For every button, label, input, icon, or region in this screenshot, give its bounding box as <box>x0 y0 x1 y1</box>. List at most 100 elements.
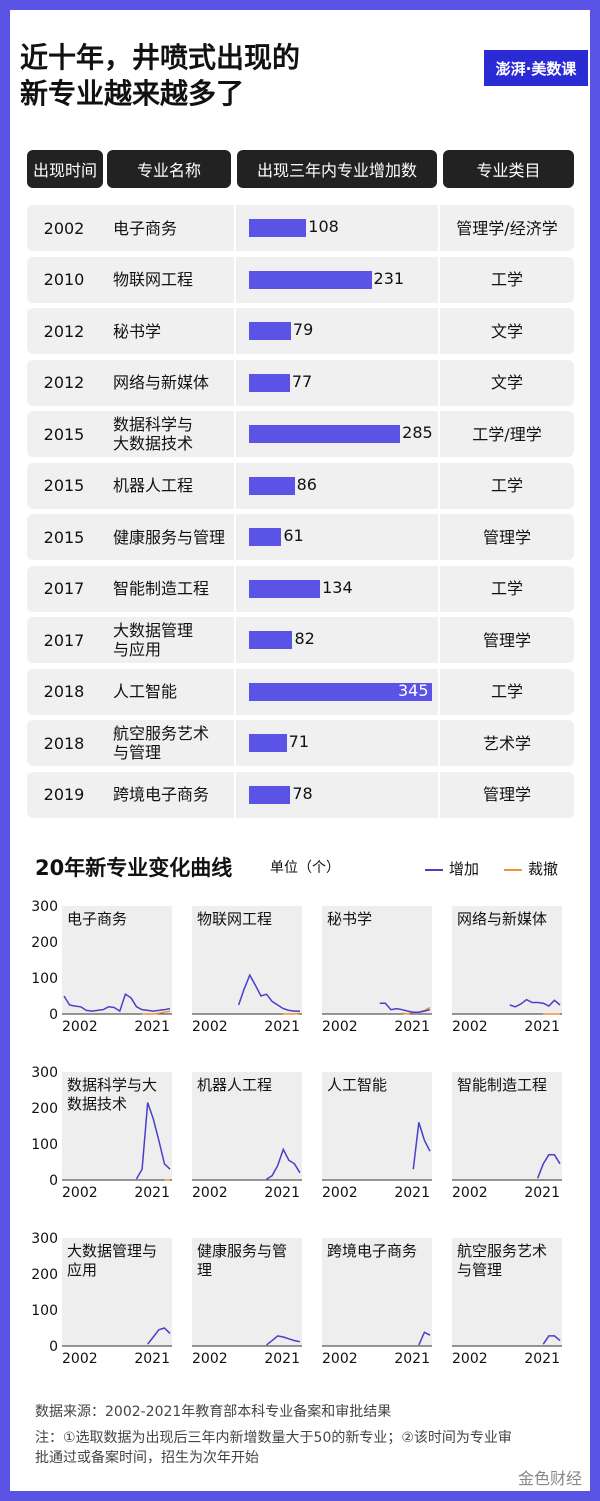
y-tick-label: 100 <box>31 971 58 987</box>
table-row: 2010 物联网工程 231 工学 <box>27 256 574 303</box>
row-separator <box>234 617 236 663</box>
row-name-line1: 网络与新媒体 <box>113 373 210 392</box>
count-bar <box>249 785 291 804</box>
row-year: 2017 <box>43 579 85 598</box>
row-major-name: 机器人工程 <box>113 463 238 509</box>
row-category: 管理学 <box>482 785 531 804</box>
panel-background <box>192 1072 302 1180</box>
x-tick-label: 2021 <box>264 1185 300 1201</box>
row-name-line1: 物联网工程 <box>113 270 194 289</box>
panel-background <box>62 906 172 1014</box>
watermark: 金色财经 <box>517 1469 582 1488</box>
row-separator <box>438 514 440 560</box>
y-tick-label: 200 <box>31 935 58 951</box>
series-add-line <box>63 993 171 1013</box>
series-add-line <box>266 1335 301 1346</box>
panel-background <box>452 1238 562 1346</box>
y-tick-label: 0 <box>49 1339 58 1355</box>
panel-title: 智能制造工程 <box>457 1076 547 1094</box>
x-tick-label: 2002 <box>452 1351 488 1367</box>
count-bar <box>249 270 372 289</box>
row-name-line1: 数据科学与 <box>113 415 194 434</box>
panel-title: 电子商务 <box>67 910 127 928</box>
series-add-line <box>542 1335 561 1345</box>
legend-remove-swatch <box>504 869 522 871</box>
x-tick-label: 2002 <box>452 1019 488 1035</box>
row-major-name: 跨境电子商务 <box>113 772 238 818</box>
series-add-line <box>536 1154 561 1179</box>
count-bar <box>249 682 432 701</box>
table-row: 2012 秘书学 79 文学 <box>27 308 574 354</box>
x-tick-label: 2002 <box>192 1185 228 1201</box>
row-separator <box>438 720 440 766</box>
y-tick-label: 200 <box>31 1267 58 1283</box>
row-major-name: 人工智能 <box>113 669 238 715</box>
row-category: 管理学 <box>482 527 531 547</box>
series-remove-line <box>142 1010 171 1015</box>
x-tick-label: 2021 <box>134 1351 170 1367</box>
x-tick-label: 2021 <box>394 1185 430 1201</box>
row-separator <box>438 256 440 303</box>
panel-title: 人工智能 <box>327 1076 387 1094</box>
row-name-line1: 电子商务 <box>113 218 178 238</box>
row-category: 工学/理学 <box>472 424 542 444</box>
series-remove-line <box>283 1012 301 1015</box>
count-bar <box>249 528 282 546</box>
row-category: 管理学 <box>482 630 531 650</box>
unit-label: 单位（个） <box>270 860 340 876</box>
count-label: 78 <box>292 783 313 803</box>
count-bar <box>249 322 291 340</box>
row-separator <box>234 462 236 509</box>
y-tick-label: 100 <box>31 1137 58 1153</box>
x-tick-label: 2021 <box>524 1019 560 1035</box>
row-separator <box>438 462 440 509</box>
y-tick-label: 200 <box>31 1101 58 1117</box>
row-category: 工学 <box>490 579 523 598</box>
row-separator <box>438 771 440 818</box>
row-year: 2015 <box>43 527 85 547</box>
row-major-name: 航空服务艺术 与管理 <box>113 720 238 766</box>
row-year: 2010 <box>43 270 85 289</box>
count-label: 82 <box>294 629 315 648</box>
x-tick-label: 2002 <box>322 1185 358 1201</box>
row-major-name: 网络与新媒体 <box>113 360 238 406</box>
x-tick-label: 2021 <box>394 1019 430 1035</box>
row-year: 2012 <box>43 373 85 392</box>
panel-title: 健康服务与管 <box>197 1242 287 1260</box>
x-tick-label: 2002 <box>62 1351 98 1367</box>
row-separator <box>438 565 440 612</box>
row-major-name: 健康服务与管理 <box>113 514 238 560</box>
row-name-line1: 人工智能 <box>113 682 178 701</box>
table-row: 2017 大数据管理 与应用 82 管理学 <box>27 617 574 663</box>
x-tick-label: 2021 <box>524 1351 560 1367</box>
row-separator <box>234 411 236 457</box>
x-tick-label: 2021 <box>264 1019 300 1035</box>
count-bar <box>249 579 321 598</box>
row-year: 2012 <box>43 321 85 341</box>
count-label: 61 <box>283 526 304 545</box>
row-name-line1: 智能制造工程 <box>113 579 210 598</box>
row-category: 管理学/经济学 <box>456 218 558 238</box>
table-row: 2015 机器人工程 86 工学 <box>27 462 574 509</box>
count-label: 345 <box>398 680 429 700</box>
row-category: 工学 <box>490 476 523 495</box>
panel-title: 物联网工程 <box>197 910 272 928</box>
row-separator <box>438 411 440 457</box>
x-tick-label: 2002 <box>322 1351 358 1367</box>
row-separator <box>234 720 236 766</box>
panel-title: 机器人工程 <box>197 1076 272 1094</box>
panel-background <box>322 1238 432 1346</box>
count-label: 79 <box>292 320 314 339</box>
header-year: 出现时间 <box>27 150 103 188</box>
panel-background <box>322 906 432 1014</box>
series-add-line <box>147 1327 171 1345</box>
series-add-line <box>509 998 561 1008</box>
series-add-line <box>266 1147 301 1180</box>
header-name: 专业名称 <box>107 150 231 188</box>
panel-title: 与管理 <box>457 1261 502 1279</box>
panel-title: 跨境电子商务 <box>327 1242 417 1260</box>
legend-add-swatch <box>425 869 443 871</box>
x-tick-label: 2021 <box>524 1185 560 1201</box>
count-label: 86 <box>296 474 317 494</box>
count-label: 108 <box>308 217 339 236</box>
